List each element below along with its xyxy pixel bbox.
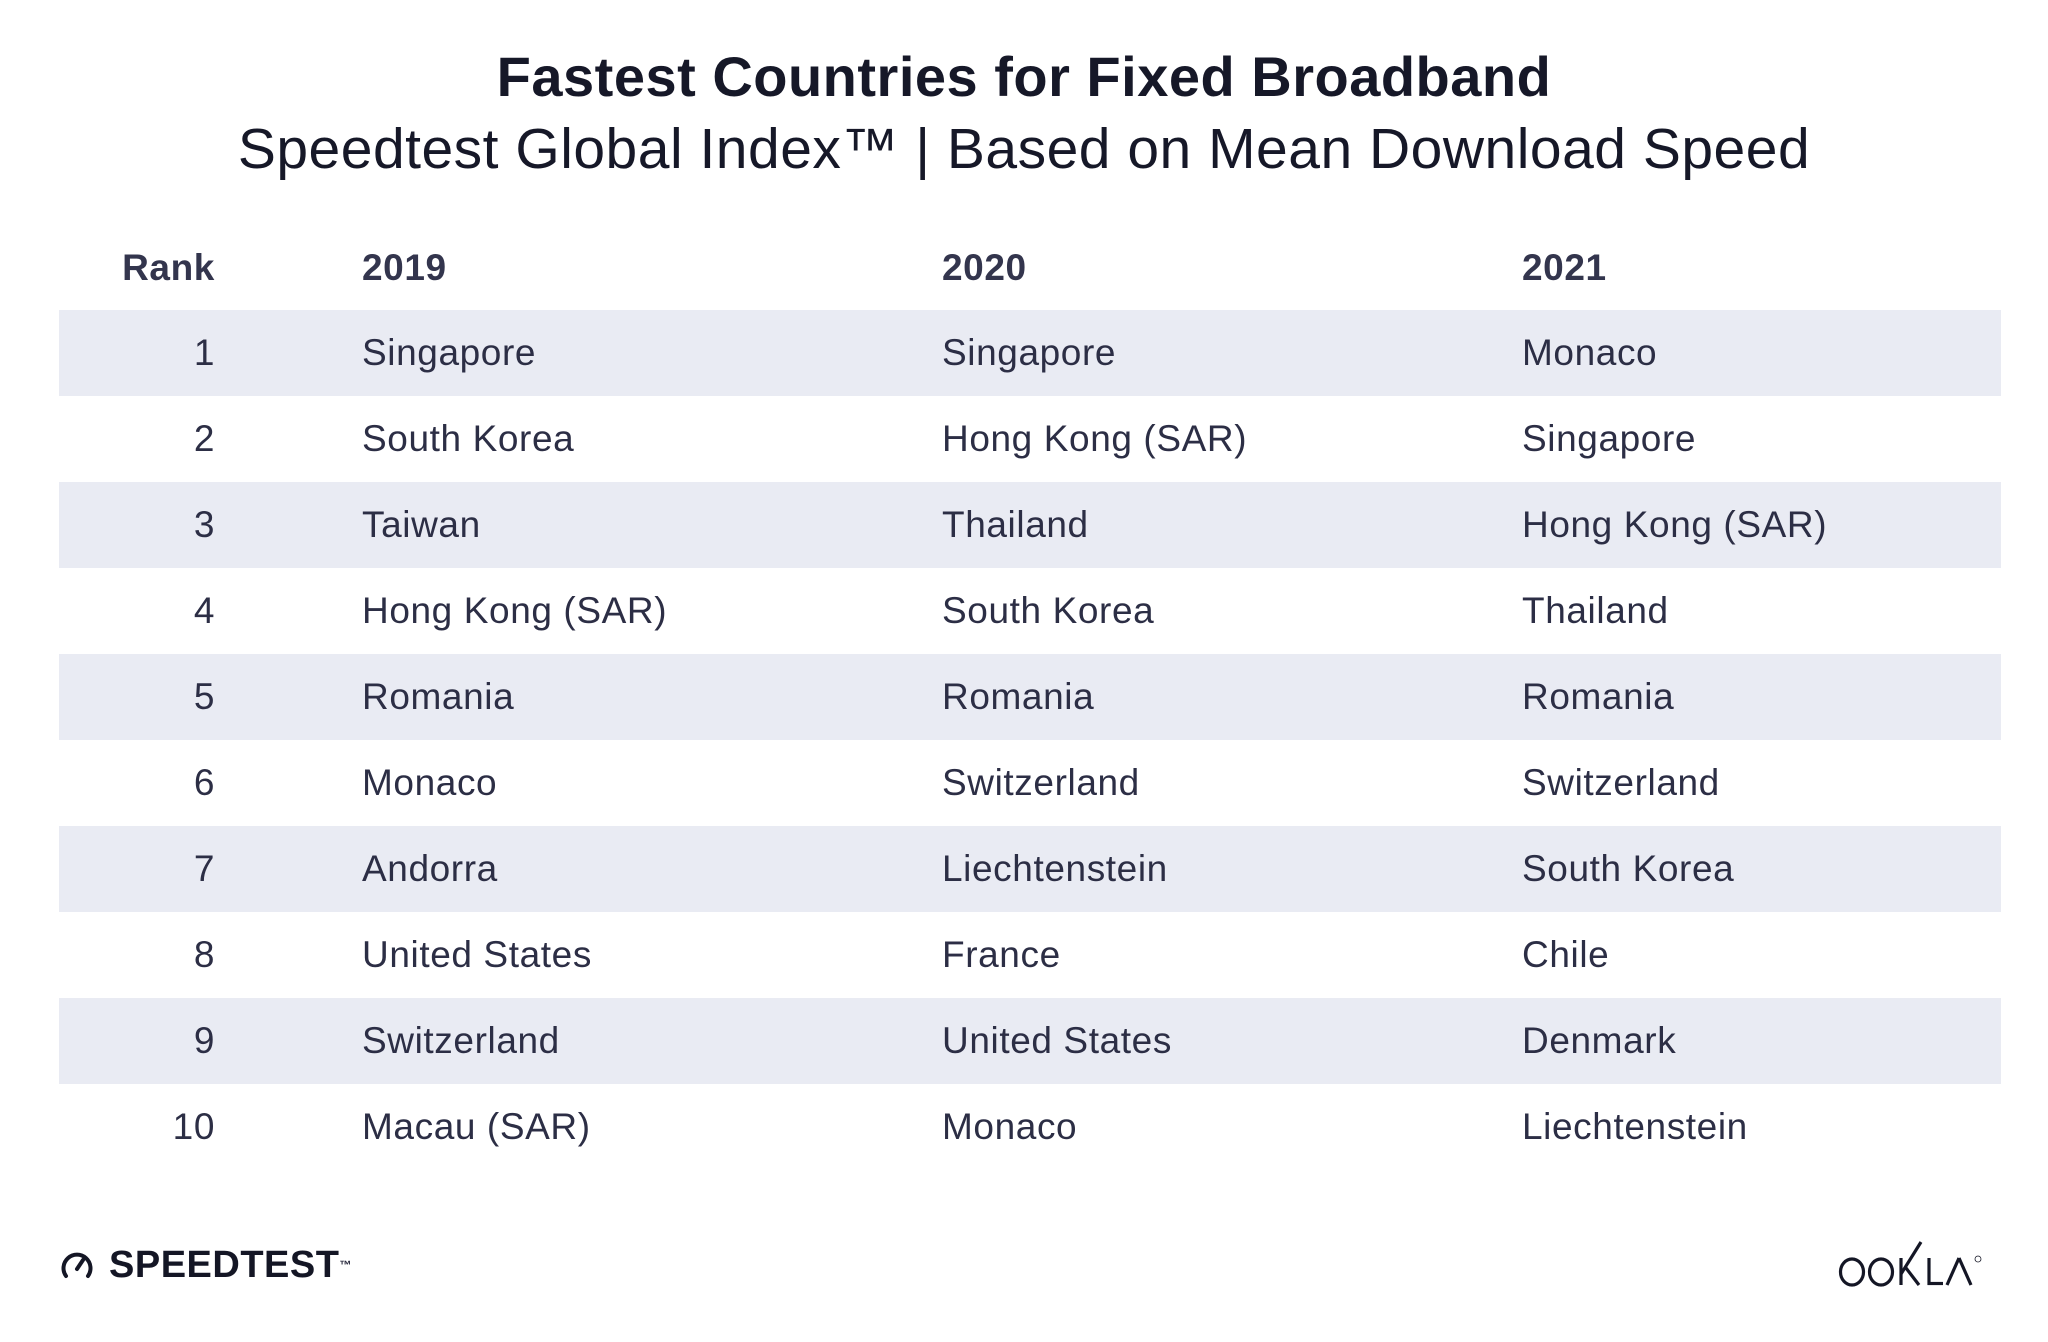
ookla-wordmark-graphic: [1838, 1241, 1982, 1287]
rankings-table: Rank 2019 2020 2021 1 Singapore Singapore M…: [59, 231, 2001, 1170]
table-row: 7 Andorra Liechtenstein South Korea: [59, 826, 2001, 912]
header-2020: 2020: [942, 247, 1027, 288]
table-row: 6 Monaco Switzerland Switzerland: [59, 740, 2001, 826]
table-body: 1 Singapore Singapore Monaco 2 South Korea Hon…: [59, 310, 2001, 1170]
country-2020-cell: Singapore: [942, 332, 1117, 373]
speedometer-gauge-icon: [61, 1252, 93, 1278]
table-row: 4 Hong Kong (SAR) South Korea Thailand: [59, 568, 2001, 654]
country-2020-cell: Switzerland: [942, 762, 1140, 803]
country-2019-cell: Macau (SAR): [362, 1106, 591, 1147]
header-2021: 2021: [1522, 247, 1607, 288]
page-subtitle: Speedtest Global Index™ | Based on Mean …: [237, 117, 1811, 181]
table-row: 1 Singapore Singapore Monaco: [59, 310, 2001, 396]
speedtest-logo: SPEEDTEST ™: [59, 1240, 351, 1290]
country-2021-cell: Romania: [1522, 676, 1675, 717]
country-2020-cell: Thailand: [942, 504, 1089, 545]
rank-cell: 10: [172, 1106, 215, 1147]
country-2020-cell: South Korea: [942, 590, 1155, 631]
country-2019-cell: Hong Kong (SAR): [362, 590, 668, 631]
country-2019-cell: South Korea: [362, 418, 575, 459]
country-2019-cell: Taiwan: [362, 504, 481, 545]
country-2020-cell: Monaco: [942, 1106, 1078, 1147]
rank-cell: 9: [193, 1020, 215, 1061]
country-2021-cell: Chile: [1522, 934, 1610, 975]
speedtest-wordmark: SPEEDTEST: [109, 1243, 340, 1286]
country-2021-cell: South Korea: [1522, 848, 1735, 889]
rank-cell: 4: [193, 590, 215, 631]
table-row: 5 Romania Romania Romania: [59, 654, 2001, 740]
header-2019: 2019: [362, 247, 447, 288]
country-2021-cell: Liechtenstein: [1522, 1106, 1748, 1147]
header-rank: Rank: [122, 247, 215, 288]
country-2021-cell: Singapore: [1522, 418, 1697, 459]
country-2020-cell: United States: [942, 1020, 1172, 1061]
country-2021-cell: Monaco: [1522, 332, 1658, 373]
rank-cell: 6: [193, 762, 215, 803]
rank-cell: 7: [193, 848, 215, 889]
country-2020-cell: Liechtenstein: [942, 848, 1168, 889]
table-row: 9 Switzerland United States Denmark: [59, 998, 2001, 1084]
rank-cell: 2: [193, 418, 215, 459]
rank-cell: 5: [193, 676, 215, 717]
country-2020-cell: Hong Kong (SAR): [942, 418, 1248, 459]
country-2019-cell: Romania: [362, 676, 515, 717]
rank-cell: 1: [193, 332, 215, 373]
country-2020-cell: Romania: [942, 676, 1095, 717]
country-2021-cell: Denmark: [1522, 1020, 1677, 1061]
country-2021-cell: Thailand: [1522, 590, 1669, 631]
country-2021-cell: Switzerland: [1522, 762, 1720, 803]
table-header-row: Rank 2019 2020 2021: [59, 231, 2001, 310]
country-2019-cell: United States: [362, 934, 592, 975]
rank-cell: 3: [193, 504, 215, 545]
table-row: 3 Taiwan Thailand Hong Kong (SAR): [59, 482, 2001, 568]
country-2021-cell: Hong Kong (SAR): [1522, 504, 1828, 545]
ookla-logo: [1838, 1238, 1998, 1290]
country-2019-cell: Monaco: [362, 762, 498, 803]
country-2020-cell: France: [942, 934, 1061, 975]
country-2019-cell: Singapore: [362, 332, 537, 373]
table-row: 10 Macau (SAR) Monaco Liechtenstein: [59, 1084, 2001, 1170]
speedtest-trademark: ™: [339, 1258, 352, 1272]
table-row: 8 United States France Chile: [59, 912, 2001, 998]
page-title: Fastest Countries for Fixed Broadband: [496, 45, 1552, 108]
country-2019-cell: Switzerland: [362, 1020, 560, 1061]
country-2019-cell: Andorra: [362, 848, 498, 889]
rank-cell: 8: [193, 934, 215, 975]
table-row: 2 South Korea Hong Kong (SAR) Singapore: [59, 396, 2001, 482]
